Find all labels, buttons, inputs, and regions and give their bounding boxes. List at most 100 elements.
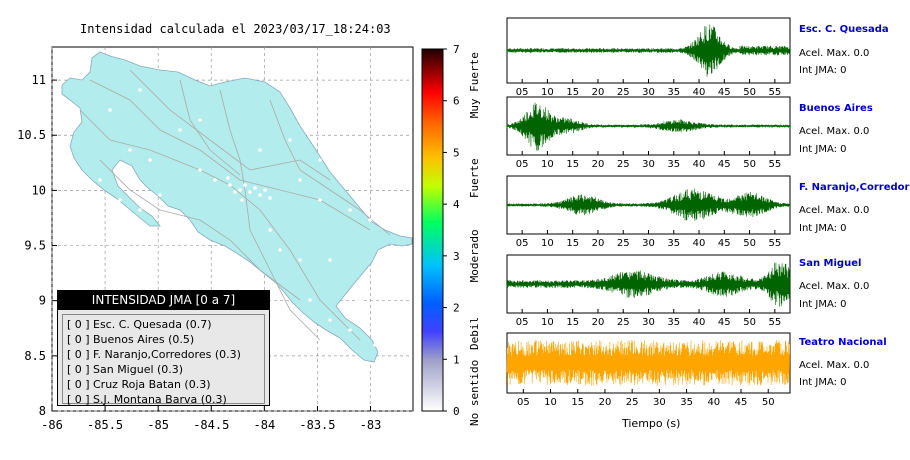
y-tick-label: 10.5 <box>17 128 46 142</box>
colorbar-tick-label: 2 <box>453 302 460 315</box>
colorbar-tick-label: 7 <box>453 43 460 56</box>
y-tick-label: 9.5 <box>24 239 46 253</box>
waveform-tick-label: 35 <box>667 317 680 328</box>
station-marker <box>288 138 292 142</box>
y-tick-label: 8.5 <box>24 349 46 363</box>
station-jma: Int JMA: 0 <box>799 223 847 234</box>
station-marker <box>263 188 267 192</box>
waveform-tick-label: 30 <box>642 159 655 170</box>
time-axis-title: Tiempo (s) <box>622 417 681 430</box>
waveform-tick-label: 45 <box>718 238 731 249</box>
waveform-tick-label: 45 <box>718 159 731 170</box>
legend-row: [ 0 ] Buenos Aires (0.5) <box>67 333 195 346</box>
colorbar-labels: No sentido Debil Moderado Fuerte Muy Fuerte <box>468 52 481 426</box>
waveform-tick-label: 55 <box>768 159 781 170</box>
waveform-tick-label: 40 <box>693 317 706 328</box>
waveform-tick-label: 05 <box>516 159 529 170</box>
station-marker <box>258 193 262 197</box>
waveform-tick-label: 50 <box>762 397 775 408</box>
station-marker <box>298 258 302 262</box>
legend-list: [ 0 ] Esc. C. Quesada (0.7) [ 0 ] Buenos A… <box>62 314 265 406</box>
waveform-tick-label: 10 <box>544 397 557 408</box>
colorbar-label: No sentido <box>468 360 481 426</box>
station-marker <box>243 183 247 187</box>
waveform-tick-label: 25 <box>617 87 630 98</box>
station-marker <box>138 88 142 92</box>
waveform-tick-label: 45 <box>735 397 748 408</box>
station-jma: Int JMA: 0 <box>799 65 847 76</box>
station-marker <box>328 258 332 262</box>
station-marker <box>178 128 182 132</box>
x-tick-label: -83.5 <box>299 418 335 432</box>
waveform-tick-label: 35 <box>667 87 680 98</box>
waveform-tick-label: 15 <box>566 159 579 170</box>
intensity-legend: INTENSIDAD JMA [0 a 7] [ 0 ] Esc. C. Ques… <box>57 290 270 406</box>
station-marker <box>238 188 242 192</box>
x-tick-label: -86 <box>41 418 63 432</box>
waveform-tick-label: 05 <box>517 397 530 408</box>
map-stations <box>98 88 377 347</box>
waveform-panels: 05 10 15 20 25 30 35 40 45 50 55 05 10 15 20 25 30 35 40 45… <box>506 17 791 408</box>
y-tick-label: 8 <box>39 404 46 418</box>
legend-row: [ 0 ] San Miguel (0.3) <box>67 363 184 376</box>
station-marker <box>148 158 152 162</box>
x-tick-label: -85.5 <box>87 418 123 432</box>
waveform-tick-label: 55 <box>768 317 781 328</box>
road <box>129 69 331 181</box>
station-marker <box>213 178 217 182</box>
waveform-tick-label: 10 <box>541 238 554 249</box>
colorbar-ticks: 0 1 2 3 4 5 6 7 <box>443 43 460 418</box>
waveform-tick-label: 25 <box>617 159 630 170</box>
station-marker <box>268 196 272 200</box>
map-x-ticks: -86 -85.5 -85 -84.5 -84 -83.5 -83 <box>41 406 381 432</box>
station-marker <box>128 148 132 152</box>
waveform-tick-label: 20 <box>592 238 605 249</box>
road <box>269 99 391 236</box>
station-marker <box>278 248 282 252</box>
legend-row: [ 0 ] S.J. Montana Barva (0.3) <box>67 393 227 406</box>
waveform-tick-label: 35 <box>667 238 680 249</box>
colorbar-label: Muy Fuerte <box>468 52 481 118</box>
station-marker <box>248 190 252 194</box>
station-marker <box>226 176 230 180</box>
waveform-tick-label: 35 <box>667 159 680 170</box>
x-tick-label: -84.5 <box>193 418 229 432</box>
legend-row: [ 0 ] Cruz Roja Batan (0.3) <box>67 378 211 391</box>
station-marker <box>318 158 322 162</box>
waveform-tick-label: 40 <box>693 159 706 170</box>
legend-row: [ 0 ] F. Naranjo,Corredores (0.3) <box>67 348 241 361</box>
y-tick-label: 10 <box>32 183 46 197</box>
colorbar-tick-label: 5 <box>453 146 460 159</box>
legend-title: INTENSIDAD JMA [0 a 7] <box>58 291 269 310</box>
waveform-tick-label: 05 <box>516 238 529 249</box>
station-marker <box>118 198 122 202</box>
map-title: Intensidad calculada el 2023/03/17_18:24… <box>80 22 391 36</box>
x-tick-label: -83 <box>360 418 382 432</box>
waveform-tick-label: 15 <box>571 397 584 408</box>
waveform-tick-label: 05 <box>516 87 529 98</box>
y-tick-label: 11 <box>32 73 46 87</box>
station-name: F. Naranjo,Corredores <box>799 182 910 193</box>
station-marker <box>258 148 262 152</box>
station-marker <box>308 298 312 302</box>
waveform-tick-label: 40 <box>707 397 720 408</box>
station-marker <box>348 328 352 332</box>
waveform-tick-label: 55 <box>768 87 781 98</box>
waveform-tick-label: 10 <box>541 159 554 170</box>
waveform-tick-label: 30 <box>653 397 666 408</box>
waveform-tick-label: 25 <box>617 238 630 249</box>
waveform-tick-label: 50 <box>743 238 756 249</box>
waveform-tick-label: 25 <box>617 317 630 328</box>
colorbar-label: Debil <box>468 317 481 350</box>
waveform-tick-label: 30 <box>642 317 655 328</box>
station-name: Buenos Aires <box>799 103 873 114</box>
waveform-trace <box>506 340 790 386</box>
map-y-ticks: 11 10.5 10 9.5 9 8.5 8 <box>17 73 57 418</box>
station-jma: Int JMA: 0 <box>799 299 847 310</box>
station-marker <box>318 198 322 202</box>
costa-rica-land <box>61 51 413 363</box>
station-name: Teatro Nacional <box>799 337 887 348</box>
y-tick-label: 9 <box>39 294 46 308</box>
waveform-trace <box>506 102 790 151</box>
